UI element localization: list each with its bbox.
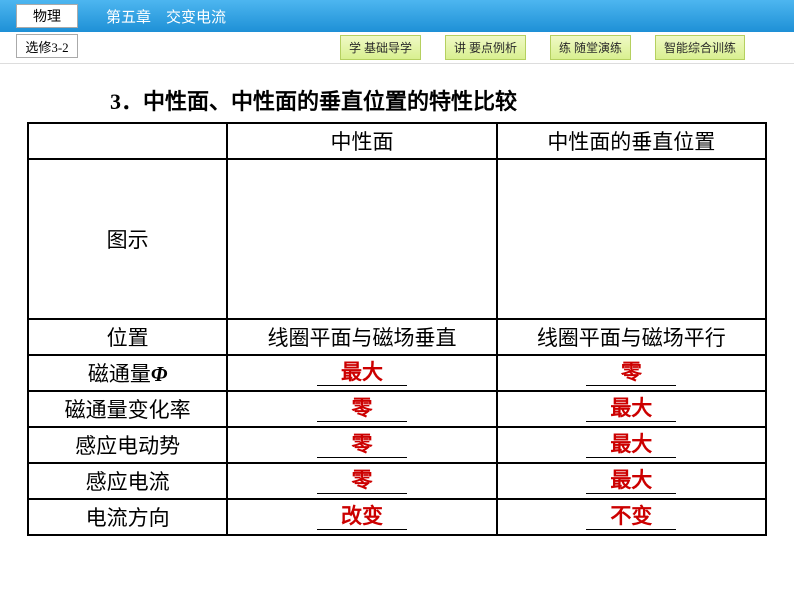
diagram-cell-2 — [497, 159, 766, 319]
sub-bar: 选修3-2 学 基础导学 讲 要点例析 练 随堂演练 智能综合训练 — [0, 32, 794, 64]
diagram-label: 图示 — [28, 159, 227, 319]
comparison-table: 中性面 中性面的垂直位置 图示 位置 线圈平面与磁场垂直 线圈平面与磁场平行 磁… — [27, 122, 767, 536]
flux-rate-label: 磁通量变化率 — [28, 391, 227, 427]
current-label: 感应电流 — [28, 463, 227, 499]
nav-practice-button[interactable]: 练 随堂演练 — [550, 35, 631, 60]
direction-row: 电流方向 改变 不变 — [28, 499, 766, 535]
flux-label: 磁通量Φ — [28, 355, 227, 391]
table-header-row: 中性面 中性面的垂直位置 — [28, 123, 766, 159]
current-v2: 最大 — [497, 463, 766, 499]
flux-v1: 最大 — [227, 355, 496, 391]
content-area: 3．中性面、中性面的垂直位置的特性比较 中性面 中性面的垂直位置 图示 位置 线… — [0, 64, 794, 536]
header-perp: 中性面的垂直位置 — [497, 123, 766, 159]
current-row: 感应电流 零 最大 — [28, 463, 766, 499]
position-v1: 线圈平面与磁场垂直 — [227, 319, 496, 355]
current-v1: 零 — [227, 463, 496, 499]
header-empty — [28, 123, 227, 159]
position-row: 位置 线圈平面与磁场垂直 线圈平面与磁场平行 — [28, 319, 766, 355]
flux-rate-v1: 零 — [227, 391, 496, 427]
flux-rate-row: 磁通量变化率 零 最大 — [28, 391, 766, 427]
nav-explain-button[interactable]: 讲 要点例析 — [445, 35, 526, 60]
flux-rate-v2: 最大 — [497, 391, 766, 427]
emf-v1: 零 — [227, 427, 496, 463]
chapter-title: 第五章 交变电流 — [106, 6, 226, 27]
subject-box: 物理 — [16, 4, 78, 28]
emf-label: 感应电动势 — [28, 427, 227, 463]
emf-v2: 最大 — [497, 427, 766, 463]
flux-v2: 零 — [497, 355, 766, 391]
direction-v1: 改变 — [227, 499, 496, 535]
diagram-cell-1 — [227, 159, 496, 319]
header-neutral: 中性面 — [227, 123, 496, 159]
position-label: 位置 — [28, 319, 227, 355]
emf-row: 感应电动势 零 最大 — [28, 427, 766, 463]
flux-row: 磁通量Φ 最大 零 — [28, 355, 766, 391]
position-v2: 线圈平面与磁场平行 — [497, 319, 766, 355]
nav-training-button[interactable]: 智能综合训练 — [655, 35, 745, 60]
nav-study-button[interactable]: 学 基础导学 — [340, 35, 421, 60]
header-bar: 物理 第五章 交变电流 — [0, 0, 794, 32]
direction-label: 电流方向 — [28, 499, 227, 535]
diagram-row: 图示 — [28, 159, 766, 319]
book-box: 选修3-2 — [16, 34, 78, 58]
nav-buttons: 学 基础导学 讲 要点例析 练 随堂演练 智能综合训练 — [340, 35, 745, 60]
direction-v2: 不变 — [497, 499, 766, 535]
section-title: 3．中性面、中性面的垂直位置的特性比较 — [110, 84, 774, 116]
